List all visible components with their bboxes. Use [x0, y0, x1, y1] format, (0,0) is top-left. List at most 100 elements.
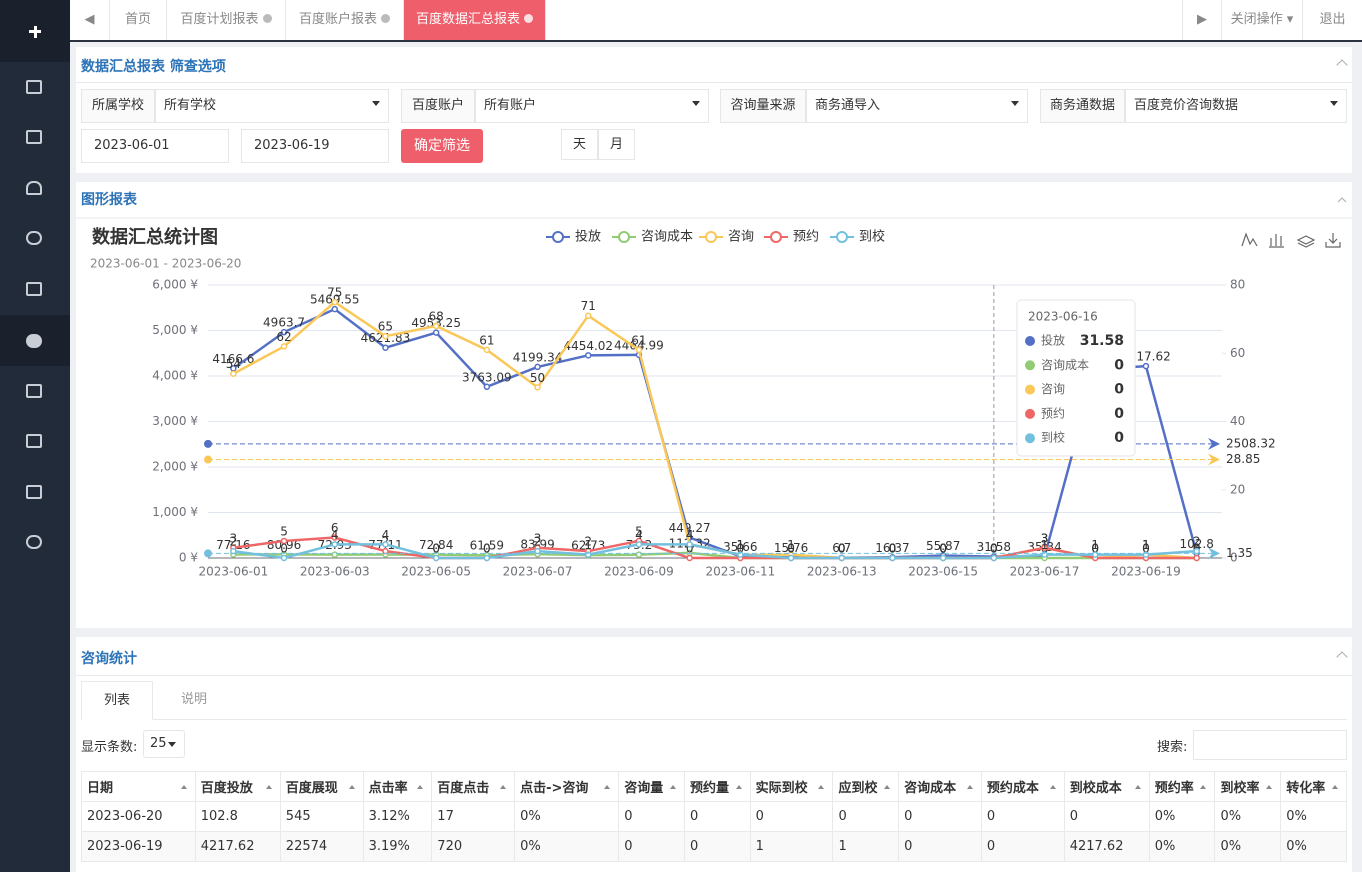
point — [838, 554, 845, 562]
data-label: 0 — [1142, 542, 1150, 556]
data-label: 0 — [838, 542, 846, 556]
nav-icon[interactable] — [26, 130, 42, 144]
data-label: 1 — [1091, 538, 1099, 552]
start-date[interactable]: 2023-06-01 — [81, 129, 229, 163]
tab[interactable]: 百度账户报表 — [286, 0, 404, 40]
tab-divider — [81, 719, 1347, 720]
point — [635, 541, 643, 548]
tab-back[interactable]: ◀ — [70, 0, 110, 40]
select[interactable]: 百度竞价咨询数据 — [1125, 89, 1347, 123]
legend-label[interactable]: 预约 — [793, 230, 819, 245]
column-header[interactable]: 咨询量 — [618, 771, 685, 802]
data-label: 0 — [686, 542, 694, 556]
tab-list[interactable]: 列表 — [81, 681, 153, 720]
nav-icon[interactable] — [26, 434, 42, 448]
page-size-label: 显示条数: — [81, 740, 138, 755]
close-ops[interactable]: 关闭操作 ▾ — [1222, 0, 1303, 40]
data-label: 1 — [737, 538, 745, 552]
tooltip-value: 0 — [1114, 382, 1124, 398]
column-header[interactable]: 预约成本 — [980, 771, 1065, 802]
plus-icon[interactable] — [33, 25, 37, 38]
collapse[interactable] — [1336, 59, 1348, 71]
point — [382, 541, 389, 548]
submit-button[interactable]: 确定筛选 — [401, 129, 483, 163]
column-header[interactable]: 转化率 — [1280, 771, 1347, 802]
column-header[interactable]: 到校率 — [1214, 771, 1282, 802]
nav-icon[interactable] — [26, 231, 42, 245]
x-tick-label: 2023-06-15 — [908, 565, 978, 579]
legend-marker — [618, 231, 630, 243]
column-header[interactable]: 点击率 — [362, 771, 433, 802]
collapse[interactable] — [1337, 197, 1347, 203]
column-header[interactable]: 咨询成本 — [898, 771, 982, 802]
search-input[interactable] — [1193, 730, 1347, 760]
point — [382, 332, 389, 340]
column-header[interactable]: 预约率 — [1148, 771, 1216, 802]
select[interactable]: 商务通导入 — [806, 89, 1028, 123]
day-button[interactable]: 天 — [561, 129, 598, 160]
point — [1193, 554, 1200, 562]
legend-label[interactable]: 投放 — [575, 229, 601, 245]
column-header[interactable]: 预约量 — [683, 771, 751, 802]
average-arrow — [1208, 547, 1220, 560]
tab-close[interactable] — [262, 14, 272, 23]
tab[interactable]: 首页 — [110, 0, 167, 40]
tab-forward[interactable]: ▶ — [1182, 0, 1222, 40]
legend-label[interactable]: 咨询成本 — [641, 230, 693, 245]
end-date[interactable]: 2023-06-19 — [241, 129, 389, 163]
tooltip-name: 咨询 — [1041, 381, 1065, 396]
table-cell: 0 — [683, 801, 751, 832]
column-header[interactable]: 百度点击 — [431, 771, 516, 802]
tool-line[interactable] — [1241, 232, 1258, 247]
table-cell: 0% — [1280, 831, 1347, 862]
table-row: 2023-06-19 4217.62 22574 3.19% 720 0% 0 0 1 1 0 0 42… — [81, 831, 1347, 862]
tool-bar[interactable] — [1269, 234, 1284, 248]
tab-active[interactable]: 百度数据汇总报表 — [404, 0, 546, 40]
nav-icon[interactable] — [26, 181, 42, 195]
data-label: 61 — [631, 333, 646, 347]
nav-icon[interactable] — [26, 485, 42, 499]
column-header[interactable]: 实际到校 — [749, 771, 834, 802]
point — [432, 554, 440, 562]
table-cell: 0% — [1214, 831, 1282, 862]
select[interactable]: 所有账户 — [475, 89, 709, 123]
x-tick-label: 2023-06-09 — [604, 565, 674, 579]
nav-icon[interactable] — [26, 80, 42, 94]
point — [1041, 551, 1048, 558]
tab-close[interactable] — [381, 14, 390, 23]
data-label: 4 — [686, 528, 694, 542]
column-header[interactable]: 日期 — [81, 771, 196, 802]
nav-icon[interactable] — [26, 334, 42, 348]
table-cell: 545 — [279, 801, 364, 832]
x-tick-label: 2023-06-13 — [807, 565, 877, 579]
data-label: 71 — [581, 299, 596, 313]
nav-icon[interactable] — [26, 282, 42, 296]
logout[interactable]: 退出 — [1303, 0, 1362, 40]
data-label: 0 — [990, 542, 998, 556]
legend-label[interactable]: 咨询 — [728, 230, 754, 245]
tool-save[interactable] — [1325, 233, 1341, 248]
column-header[interactable]: 百度投放 — [194, 771, 281, 802]
data-label: 4963.7 — [263, 316, 305, 330]
nav-icon[interactable] — [26, 535, 42, 549]
column-header[interactable]: 百度展现 — [279, 771, 364, 802]
select[interactable]: 所有学校 — [155, 89, 389, 123]
table-cell: 2023-06-19 — [81, 831, 196, 862]
data-label: 65 — [378, 320, 393, 334]
data-label: 0 — [939, 542, 947, 556]
tab[interactable]: 百度计划报表 — [167, 0, 286, 40]
average-arrow — [1208, 453, 1220, 466]
column-header[interactable]: 应到校 — [832, 771, 900, 802]
column-header[interactable]: 点击->咨询 — [514, 771, 620, 802]
nav-icon[interactable] — [26, 384, 42, 398]
tool-stack[interactable] — [1296, 235, 1316, 248]
tab-close[interactable] — [524, 14, 533, 23]
table-cell: 0% — [514, 801, 620, 832]
legend-label[interactable]: 到校 — [859, 229, 885, 245]
tab-help[interactable]: 说明 — [181, 692, 208, 707]
column-header[interactable]: 到校成本 — [1063, 771, 1150, 802]
collapse[interactable] — [1336, 651, 1348, 663]
point — [331, 298, 338, 306]
page-size-select[interactable]: 25 — [143, 730, 185, 758]
month-button[interactable]: 月 — [598, 129, 635, 160]
